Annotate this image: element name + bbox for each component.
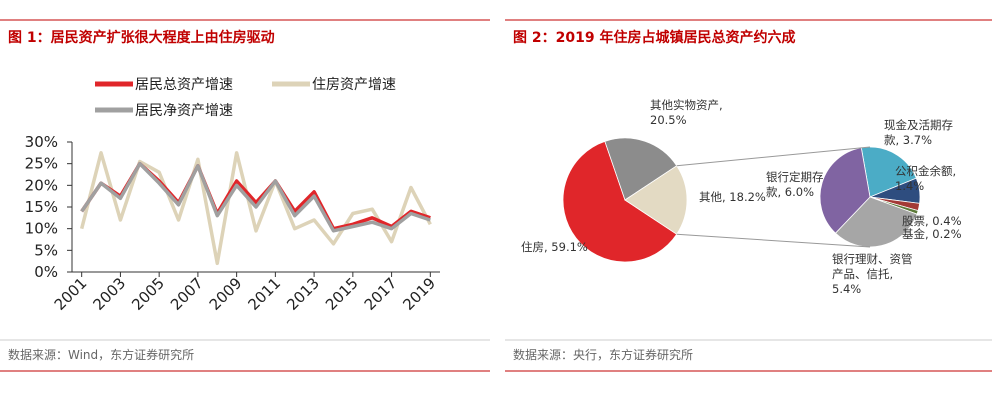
x-tick-label: 2003 [90, 274, 130, 314]
pie-slice [834, 196, 918, 248]
x-tick-label: 2017 [361, 274, 401, 314]
x-tick-label: 2019 [399, 274, 439, 314]
y-tick-label: 10% [25, 220, 58, 238]
x-tick-label: 2007 [167, 274, 207, 314]
legend-label: 住房资产增速 [312, 77, 396, 93]
x-tick-label: 2013 [283, 274, 323, 314]
y-tick-label: 25% [25, 155, 58, 173]
pie-label: 股票, 0.4% [902, 214, 962, 228]
connector [676, 233, 871, 248]
x-tick-label: 2015 [322, 274, 362, 314]
pie-label: 基金, 0.2% [902, 227, 962, 241]
connector [676, 146, 871, 167]
pie-label: 其他, 18.2% [699, 190, 766, 204]
source: 数据来源：Wind，东方证券研究所 [8, 347, 194, 362]
y-tick-label: 15% [25, 198, 58, 216]
pie-label: 现金及活期存款, 3.7% [884, 118, 953, 147]
line-series [80, 161, 431, 233]
x-tick-label: 2005 [128, 274, 168, 314]
x-tick-label: 2009 [206, 274, 246, 314]
y-tick-label: 30% [25, 133, 58, 151]
y-tick-label: 20% [25, 176, 58, 194]
pie-slice [604, 137, 678, 201]
pie-slice [562, 140, 678, 263]
legend-label: 居民净资产增速 [135, 103, 233, 119]
line-series [79, 151, 432, 266]
source: 数据来源：央行，东方证券研究所 [513, 347, 693, 362]
pie-slice [819, 147, 871, 234]
y-tick-label: 0% [34, 263, 58, 281]
pie-label: 住房, 59.1% [521, 240, 588, 254]
pie-label: 银行定期存款, 6.0% [766, 170, 824, 199]
pie-label: 其他实物资产, 20.5% [650, 98, 723, 127]
legend-label: 居民总资产增速 [135, 77, 233, 93]
x-tick-label: 2011 [244, 274, 284, 314]
pie-slice [624, 165, 688, 235]
y-tick-label: 5% [34, 241, 58, 259]
pie-label: 银行理财、资管产品、信托, 5.4% [832, 252, 913, 296]
chart-title: 图 1：居民资产扩张很大程度上由住房驱动 [8, 29, 275, 46]
chart-title: 图 2：2019 年住房占城镇居民总资产约六成 [513, 29, 795, 46]
pie-label: 公积金余额, 1.4% [895, 164, 957, 193]
